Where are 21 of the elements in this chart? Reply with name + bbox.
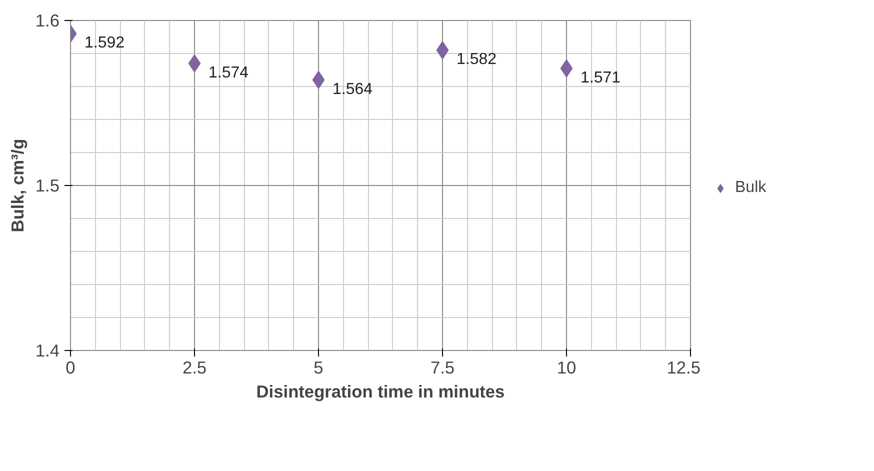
data-label: 1.571 [580,69,621,86]
y-tick-label: 1.6 [35,10,60,30]
y-tick-label: 1.4 [35,340,60,360]
data-label: 1.592 [84,34,125,52]
x-axis-title: Disintegration time in minutes [256,382,505,402]
point [188,54,201,72]
x-tick-label: 12.5 [666,358,701,378]
point [560,59,573,78]
y-tick-label: 1.5 [35,176,60,196]
point [436,41,449,60]
legend-label: Bulk [735,179,766,197]
data-label: 1.582 [456,51,497,68]
x-tick-label: 7.5 [430,358,455,378]
x-tick-label: 10 [556,358,576,378]
data-label: 1.574 [208,64,249,82]
x-tick-label: 5 [314,358,324,378]
x-tick-label: 0 [66,358,76,378]
y-axis-title: Bulk, cm³/g [7,138,28,232]
x-tick-label: 2.5 [182,358,207,378]
data-label: 1.564 [332,80,373,98]
point [312,70,325,89]
